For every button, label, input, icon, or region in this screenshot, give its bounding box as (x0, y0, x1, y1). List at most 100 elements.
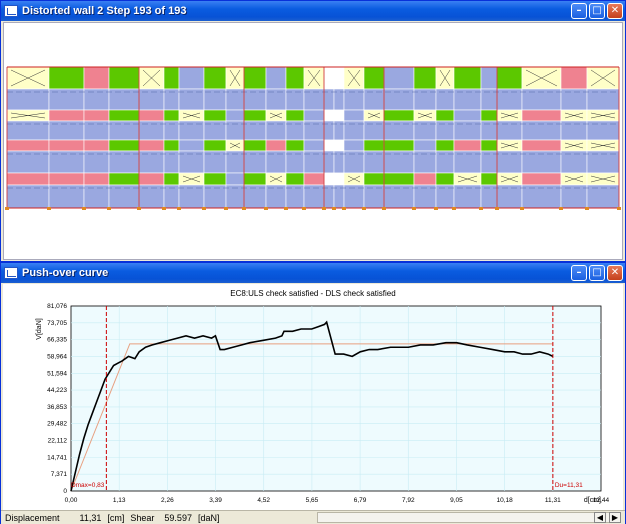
support-node (382, 207, 386, 210)
support-node (5, 207, 9, 210)
wall-panel (363, 172, 385, 186)
wall-panel (6, 184, 50, 209)
support-node (264, 207, 268, 210)
crack-line (142, 69, 161, 87)
wall-panel (83, 120, 110, 141)
x-tick-label: 3,39 (209, 497, 222, 504)
wall-panel (48, 139, 85, 152)
wall-panel (225, 184, 245, 209)
wall-panel (496, 120, 523, 141)
wall-panel (108, 184, 140, 209)
wall-panel (413, 184, 437, 209)
wall-panel (496, 66, 523, 90)
wall-panel (225, 172, 245, 186)
wall-panel (163, 172, 180, 186)
wall-mesh-canvas[interactable] (3, 22, 623, 260)
crack-line (229, 142, 241, 149)
support-node (434, 207, 438, 210)
wall-panel (6, 139, 50, 152)
crack-line (269, 175, 283, 183)
wall-panel (435, 109, 455, 122)
crack-line (500, 175, 519, 183)
limit-marker-label: Du=11,31 (555, 482, 583, 489)
pushover-curve-window: Push-over curve – □ ✕ EC8:ULS check sati… (0, 262, 626, 524)
x-tick-label: 0,00 (65, 497, 78, 504)
x-tick-label: 12,44 (593, 497, 610, 504)
crack-line (347, 175, 361, 183)
support-node (362, 207, 366, 210)
close-button[interactable]: ✕ (607, 265, 623, 281)
wall-window-title: Distorted wall 2 Step 193 of 193 (22, 5, 187, 17)
shear-unit: [daN] (197, 512, 220, 523)
maximize-button[interactable]: □ (589, 265, 605, 281)
displacement-label: Displacement (5, 512, 60, 523)
wall-panel (333, 66, 345, 90)
support-node (495, 207, 499, 210)
bilinear-curve (70, 343, 553, 492)
support-node (177, 207, 181, 210)
wall-panel (203, 66, 227, 90)
wall-panel (343, 139, 365, 152)
wall-panel (383, 109, 415, 122)
support-node (617, 207, 621, 210)
wall-panel (285, 109, 305, 122)
minimize-button[interactable]: – (571, 3, 587, 19)
wall-panel (138, 139, 165, 152)
wall-panel (265, 66, 287, 90)
support-node (342, 207, 346, 210)
wall-panel (303, 184, 325, 209)
wall-panel (138, 172, 165, 186)
wall-panel (83, 66, 110, 90)
y-axis-label: V[daN] (36, 318, 43, 339)
wall-panel (453, 66, 482, 90)
crack-line (182, 112, 201, 119)
wall-panel (323, 184, 335, 209)
y-tick-label: 81,076 (47, 303, 67, 310)
wall-panel (163, 66, 180, 90)
wall-panel (586, 184, 620, 209)
wall-panel (435, 184, 455, 209)
y-tick-label: 22,112 (48, 438, 68, 445)
maximize-button[interactable]: □ (589, 3, 605, 19)
wall-panel (560, 184, 588, 209)
wall-panel (203, 184, 227, 209)
crack-line (590, 175, 616, 183)
wall-panel (303, 172, 325, 186)
wall-panel (48, 184, 85, 209)
curve-window-titlebar[interactable]: Push-over curve – □ ✕ (1, 263, 625, 283)
x-tick-label: 2,26 (161, 497, 174, 504)
horizontal-scrollbar[interactable] (317, 512, 611, 523)
crack-line (590, 112, 616, 119)
crack-line (417, 112, 433, 119)
scroll-left-icon[interactable]: ◀ (594, 512, 606, 523)
minimize-button[interactable]: – (571, 265, 587, 281)
wall-panel (178, 184, 205, 209)
wall-panel (496, 150, 523, 174)
wall-panel (178, 66, 205, 90)
y-tick-label: 73,705 (47, 320, 67, 327)
wall-panel (333, 172, 345, 186)
wall-panel (560, 66, 588, 90)
support-node (47, 207, 51, 210)
support-node (284, 207, 288, 210)
wall-panel (521, 109, 562, 122)
scroll-right-icon[interactable]: ▶ (609, 512, 621, 523)
support-node (520, 207, 524, 210)
x-tick-label: 4,52 (257, 497, 270, 504)
y-tick-label: 29,482 (47, 421, 67, 428)
pushover-curve (70, 320, 554, 492)
support-node (479, 207, 483, 210)
crack-line (590, 69, 616, 87)
wall-panel (496, 184, 523, 209)
chart-title: EC8:ULS check satisfied - DLS check sati… (230, 289, 395, 298)
support-node (242, 207, 246, 210)
pushover-plot[interactable]: EC8:ULS check satisfied - DLS check sati… (3, 284, 623, 510)
wall-panel (363, 139, 385, 152)
crack-line (564, 142, 584, 149)
wall-window-titlebar[interactable]: Distorted wall 2 Step 193 of 193 – □ ✕ (1, 1, 625, 21)
close-button[interactable]: ✕ (607, 3, 623, 19)
crack-line (347, 69, 361, 87)
wall-panel (243, 139, 267, 152)
support-node (137, 207, 141, 210)
wall-panel (413, 172, 437, 186)
